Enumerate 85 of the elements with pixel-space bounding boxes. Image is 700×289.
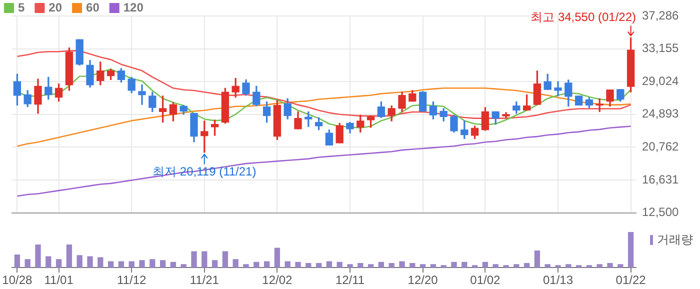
bar	[222, 251, 228, 268]
bar	[326, 261, 332, 268]
bar	[98, 257, 104, 268]
y-tick-label: 33,155	[642, 41, 680, 56]
legend-label: 20	[48, 0, 62, 14]
x-tick-label: 01/22	[616, 273, 646, 288]
bar	[347, 264, 353, 268]
bar	[295, 262, 301, 268]
bar	[482, 262, 488, 268]
bar	[462, 262, 468, 268]
bar	[243, 264, 249, 268]
x-tick-label: 12/20	[408, 273, 438, 288]
bar	[46, 256, 52, 268]
bar	[586, 265, 592, 268]
y-tick-label: 20,762	[642, 140, 680, 154]
bar	[264, 261, 270, 268]
bar	[514, 264, 520, 268]
x-tick-label: 12/11	[335, 273, 365, 288]
bar	[524, 263, 530, 268]
candlestick	[138, 84, 146, 105]
legend-label: 120	[123, 0, 144, 14]
bar	[180, 264, 186, 268]
bar	[108, 261, 114, 268]
x-tick-label: 11/01	[44, 273, 74, 288]
bar	[14, 254, 20, 268]
bar	[212, 260, 218, 268]
bar	[555, 265, 561, 268]
bar	[284, 261, 290, 268]
bar	[56, 259, 62, 268]
annotation: 최고 34,550 (01/22)	[530, 10, 636, 24]
bar	[35, 244, 41, 268]
bar	[118, 261, 124, 268]
bar	[430, 264, 436, 268]
bar	[399, 261, 405, 268]
bar	[420, 264, 426, 268]
bar	[87, 256, 93, 268]
legend-label: 거래량	[657, 232, 693, 246]
bar	[66, 244, 72, 268]
bar	[388, 263, 394, 268]
bar	[503, 265, 509, 268]
bar	[358, 263, 364, 268]
legend-label: 60	[86, 0, 100, 14]
x-tick-label: 11/12	[117, 273, 146, 288]
bar	[628, 232, 634, 268]
y-tick-label: 29,024	[642, 74, 680, 88]
y-tick-label: 12,500	[642, 205, 680, 220]
bar	[576, 265, 582, 268]
bar	[160, 260, 166, 268]
bar	[336, 262, 342, 268]
bar	[378, 262, 384, 268]
x-tick-label: 01/13	[542, 273, 574, 288]
bar	[150, 259, 156, 268]
bar	[596, 264, 602, 268]
legend-label: 5	[18, 0, 25, 14]
bar	[306, 263, 312, 268]
bar	[202, 251, 208, 268]
bar	[254, 262, 260, 268]
bar	[170, 262, 176, 268]
bar	[316, 263, 322, 268]
bar	[368, 264, 374, 268]
bar	[410, 263, 416, 268]
bar	[274, 248, 280, 268]
bar	[451, 262, 457, 268]
bar	[76, 255, 82, 268]
x-tick-label: 11/21	[190, 273, 220, 288]
bar	[618, 264, 624, 268]
bar	[566, 264, 572, 268]
bar	[232, 259, 238, 268]
bar	[607, 263, 613, 268]
bar	[128, 261, 134, 268]
y-tick-label: 24,893	[642, 106, 680, 121]
bar	[472, 265, 478, 268]
bar	[534, 250, 540, 268]
y-tick-label: 37,286	[642, 8, 680, 22]
bar	[440, 265, 446, 268]
x-tick-label: 01/02	[470, 273, 501, 288]
y-tick-label: 16,631	[642, 172, 680, 186]
bar	[24, 259, 30, 268]
candlestick	[554, 81, 562, 96]
bar	[544, 264, 550, 268]
bar	[492, 264, 498, 268]
bar	[139, 260, 145, 268]
x-tick-label: 10/28	[2, 273, 33, 288]
bar	[191, 251, 197, 268]
x-tick-label: 12/02	[262, 273, 293, 288]
